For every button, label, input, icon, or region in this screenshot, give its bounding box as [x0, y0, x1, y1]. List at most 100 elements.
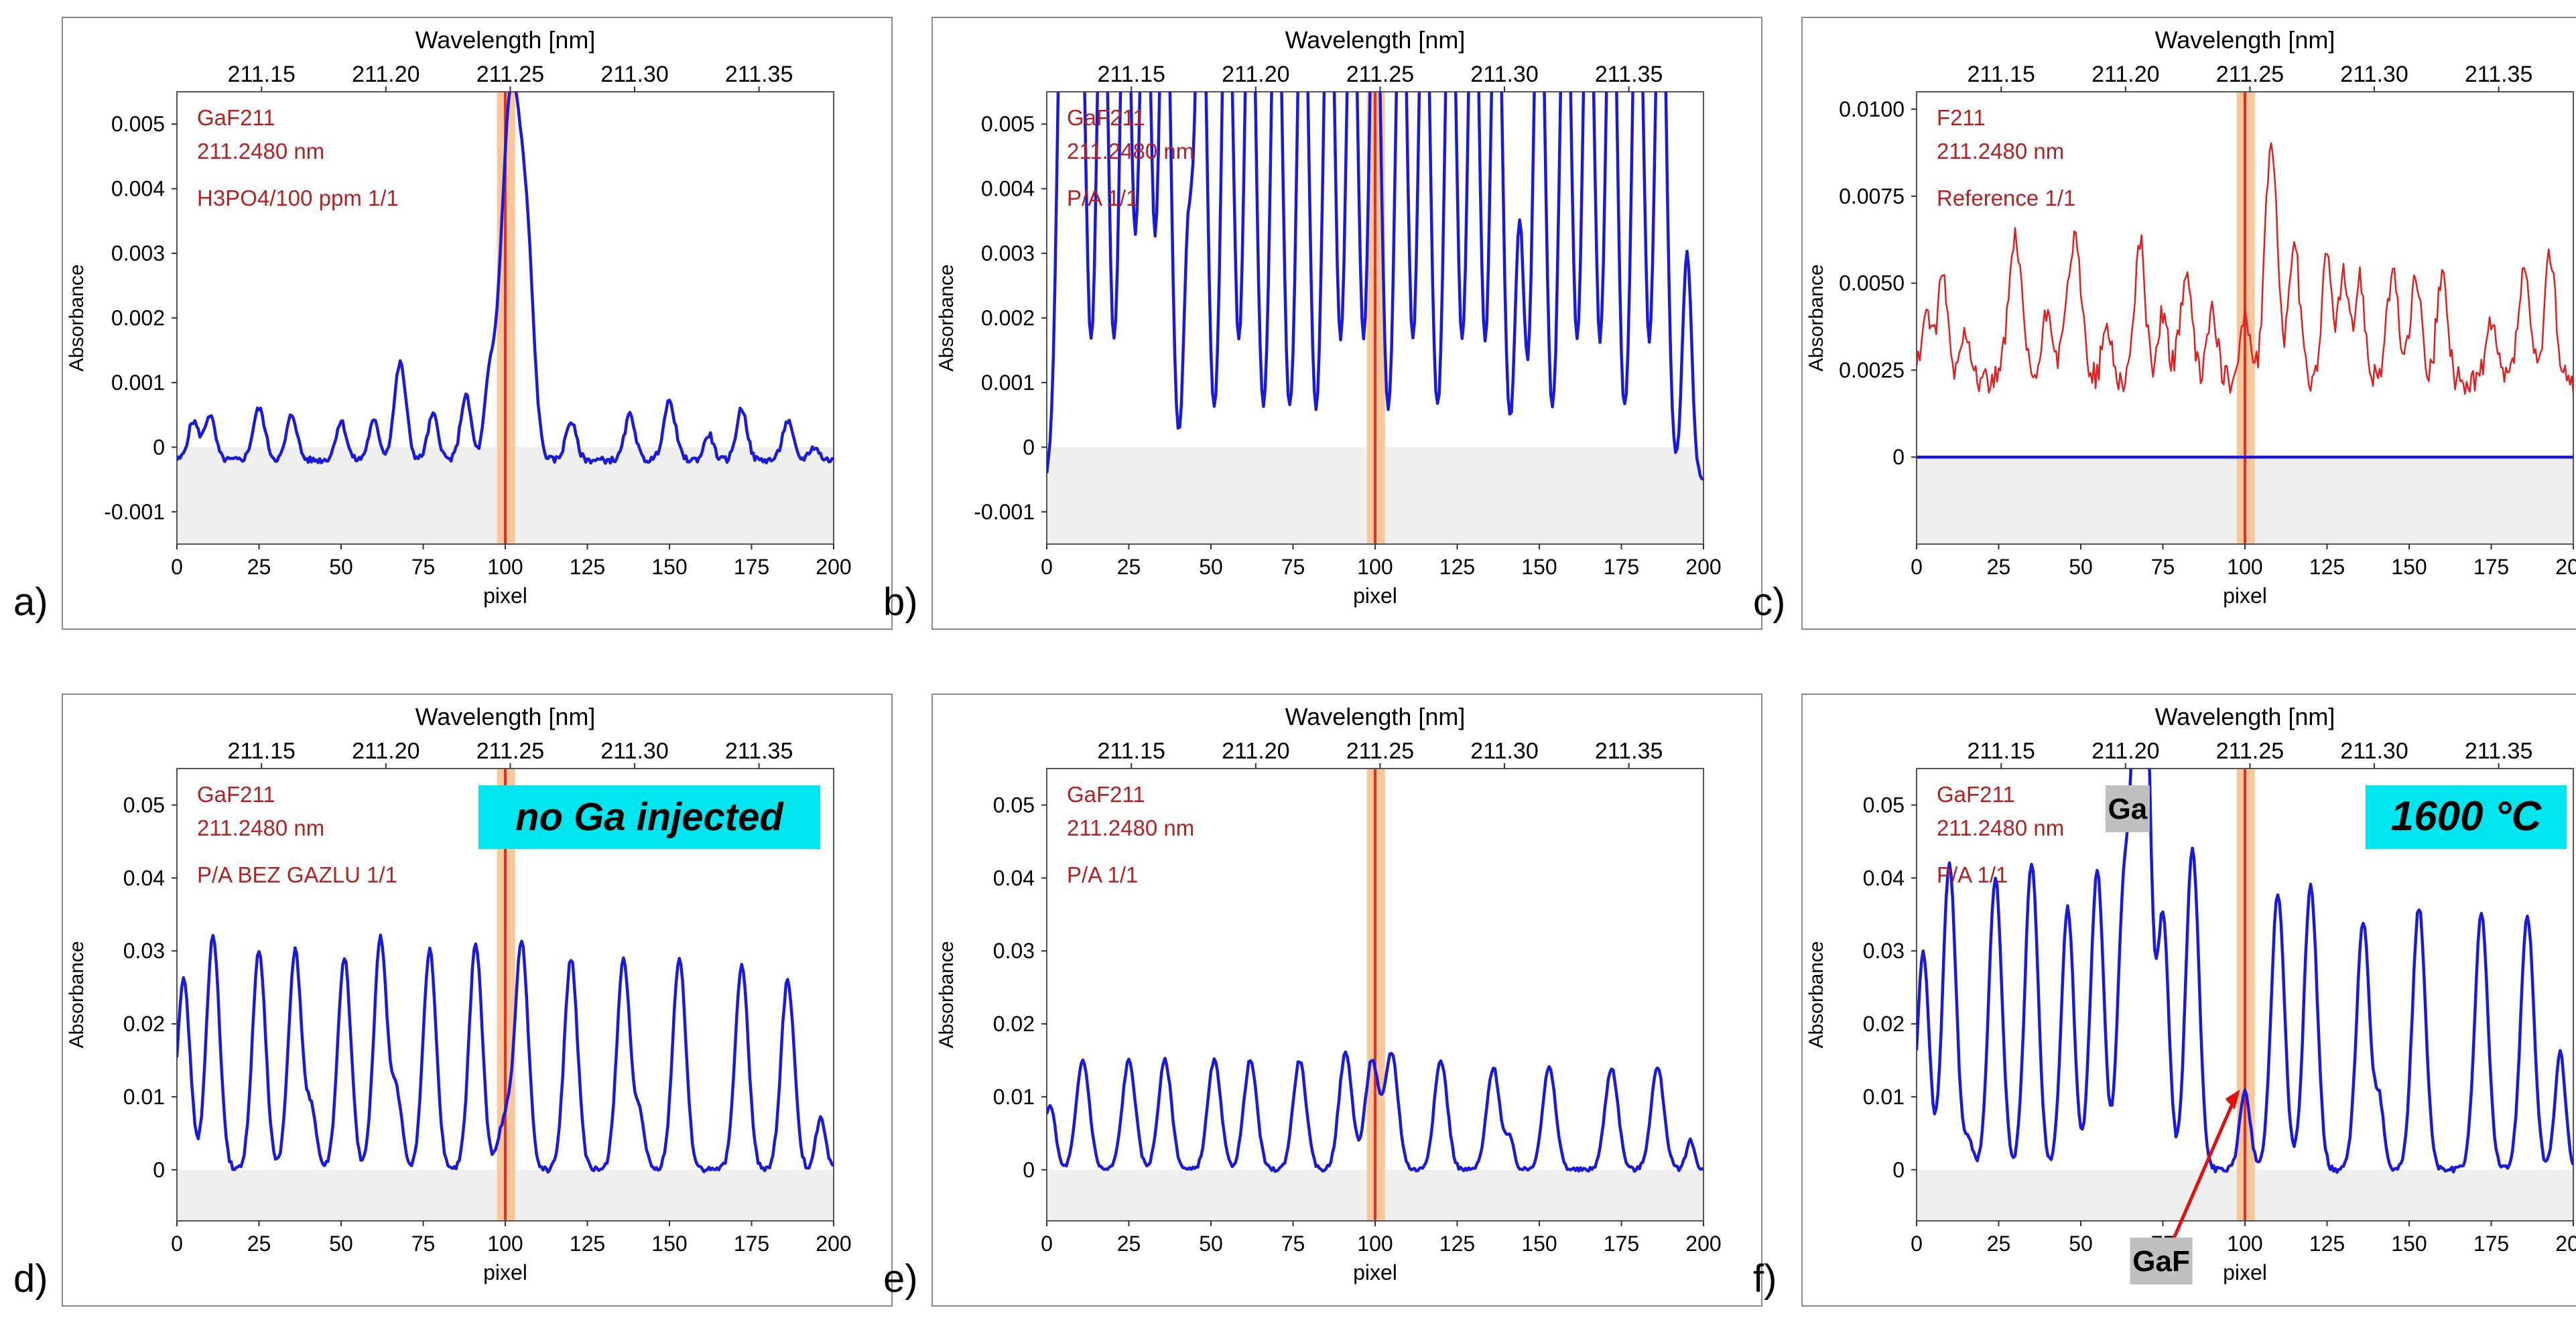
- top-axis-label: Wavelength [nm]: [2155, 703, 2335, 730]
- series-line: [1047, 1050, 1703, 1173]
- annotation-sample: P/A 1/1: [1067, 186, 1138, 210]
- highlight-badge-text: no Ga injected: [515, 795, 784, 839]
- x-tick-label: 150: [2391, 555, 2427, 579]
- x-tick-label: 50: [329, 555, 353, 579]
- y-tick-label: 0.001: [981, 371, 1035, 395]
- annotation-wavelength: 211.2480 nm: [1937, 815, 2064, 840]
- highlight-badge-text: 1600 °C: [2391, 793, 2542, 840]
- wavelength-tick-label: 211.30: [2340, 738, 2408, 764]
- y-tick-label: 0.004: [111, 177, 165, 201]
- annotation-sample: Reference 1/1: [1937, 186, 2075, 210]
- series-line: [1047, 92, 1703, 481]
- y-tick-label: 0.01: [993, 1085, 1035, 1109]
- x-tick-label: 125: [1439, 1232, 1475, 1256]
- chart-panel-c: Wavelength [nm] 211.15 211.20 211.25 211.30 2…: [1801, 17, 2576, 630]
- y-axis-label: Absorbance: [66, 264, 88, 371]
- y-tick-label: 0.004: [981, 177, 1035, 201]
- chart-svg-f: Wavelength [nm] 211.15 211.20 211.25 211.30 2…: [1805, 703, 2576, 1284]
- panel-label-e: e): [883, 1257, 918, 1301]
- ga-label-box: [2105, 785, 2150, 832]
- y-axis-label: Absorbance: [1805, 941, 1827, 1048]
- wavelength-tick-label: 211.35: [725, 738, 793, 764]
- x-tick-label: 75: [1281, 1232, 1305, 1256]
- wavelength-tick-label: 211.15: [1097, 62, 1165, 87]
- x-tick-label: 25: [1987, 1232, 2011, 1256]
- x-tick-label: 175: [2473, 555, 2509, 579]
- y-tick-label: 0: [1892, 445, 1905, 469]
- top-axis-label: Wavelength [nm]: [415, 26, 596, 54]
- x-axis-label: pixel: [1353, 584, 1397, 608]
- y-tick-label: 0.02: [123, 1012, 165, 1036]
- x-tick-label: 175: [1604, 1232, 1639, 1256]
- wavelength-tick-label: 211.25: [476, 62, 544, 87]
- chart-svg-b: Wavelength [nm] 211.15 211.20 211.25 211.30 2…: [936, 26, 1722, 608]
- x-tick-label: 0: [171, 555, 183, 579]
- y-tick-label: 0.03: [993, 939, 1035, 963]
- top-axis-label: Wavelength [nm]: [415, 703, 596, 730]
- chart-svg-a: Wavelength [nm] 211.15 211.20 211.25 211.30 2…: [66, 26, 852, 608]
- y-tick-label: 0.04: [1863, 866, 1905, 890]
- annotation-element: GaF211: [197, 105, 275, 130]
- highlight-badge: [2366, 785, 2567, 849]
- x-tick-label: 75: [1281, 555, 1305, 579]
- x-tick-label: 150: [2391, 1232, 2427, 1256]
- x-tick-label: 0: [1911, 1232, 1923, 1256]
- gaf-arrow-line: [2171, 1097, 2237, 1242]
- x-tick-label: 50: [1199, 1232, 1223, 1256]
- wavelength-tick-label: 211.25: [1346, 62, 1414, 87]
- x-tick-label: 125: [2309, 555, 2345, 579]
- x-tick-label: 100: [2227, 555, 2262, 579]
- wavelength-tick-label: 211.15: [227, 62, 295, 87]
- x-tick-label: 25: [1987, 555, 2011, 579]
- x-tick-label: 0: [1041, 555, 1053, 579]
- y-tick-label: 0.05: [993, 793, 1035, 817]
- wavelength-tick-label: 211.20: [352, 62, 420, 87]
- y-tick-label: 0.003: [111, 241, 165, 265]
- x-axis-label: pixel: [2223, 584, 2267, 608]
- chart-panel-d: Wavelength [nm] 211.15 211.20 211.25 211.30 2…: [62, 694, 893, 1307]
- y-tick-label: 0.02: [993, 1012, 1035, 1036]
- x-tick-label: 175: [734, 1232, 769, 1256]
- wavelength-tick-label: 211.30: [2340, 62, 2408, 87]
- wavelength-tick-label: 211.15: [1967, 738, 2035, 764]
- x-tick-label: 150: [651, 1232, 687, 1256]
- x-tick-label: 150: [1521, 1232, 1557, 1256]
- x-tick-label: 200: [2555, 555, 2576, 579]
- annotation-element: GaF211: [1937, 782, 2015, 807]
- wavelength-tick-label: 211.30: [600, 62, 668, 87]
- x-tick-label: 50: [2069, 1232, 2093, 1256]
- reference-series-line: [1917, 142, 2573, 395]
- wavelength-tick-label: 211.25: [1346, 738, 1414, 764]
- y-tick-label: 0: [1892, 1158, 1905, 1182]
- wavelength-tick-label: 211.20: [2091, 62, 2159, 87]
- y-axis-label: Absorbance: [66, 941, 88, 1048]
- x-tick-label: 150: [1521, 555, 1557, 579]
- wavelength-tick-label: 211.20: [1222, 62, 1289, 87]
- wavelength-tick-label: 211.35: [2465, 62, 2532, 87]
- wavelength-tick-label: 211.15: [1097, 738, 1165, 764]
- y-tick-label: 0.04: [993, 866, 1035, 890]
- wavelength-tick-label: 211.35: [1595, 738, 1663, 764]
- y-tick-label: 0: [153, 435, 165, 459]
- y-tick-label: 0.0075: [1839, 184, 1905, 208]
- top-axis-label: Wavelength [nm]: [2155, 26, 2335, 54]
- x-tick-label: 75: [411, 555, 436, 579]
- wavelength-tick-label: 211.35: [725, 62, 793, 87]
- top-axis-label: Wavelength [nm]: [1285, 26, 1466, 54]
- x-tick-label: 175: [2473, 1232, 2509, 1256]
- x-tick-label: 200: [816, 1232, 851, 1256]
- y-tick-label: 0.0025: [1839, 358, 1905, 382]
- gaf-label-box: [2130, 1238, 2193, 1284]
- wavelength-tick-label: 211.35: [2465, 738, 2532, 764]
- y-tick-label: 0.002: [981, 306, 1035, 330]
- x-tick-label: 50: [329, 1232, 353, 1256]
- annotation-wavelength: 211.2480 nm: [197, 139, 324, 163]
- x-tick-label: 25: [1117, 555, 1141, 579]
- y-tick-label: 0: [1023, 1158, 1035, 1182]
- gaf-arrow-head: [2225, 1090, 2240, 1110]
- x-axis-label: pixel: [483, 1260, 527, 1284]
- y-tick-label: 0.003: [981, 241, 1035, 265]
- chart-panel-b: Wavelength [nm] 211.15 211.20 211.25 211.30 2…: [931, 17, 1762, 630]
- y-tick-label: 0.03: [123, 939, 165, 963]
- y-tick-label: 0.01: [1863, 1085, 1905, 1109]
